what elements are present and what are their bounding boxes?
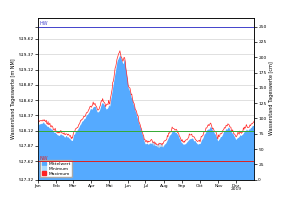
Text: HW: HW bbox=[40, 21, 48, 26]
Text: Rohdaten: Rohdaten bbox=[110, 141, 173, 154]
Text: NW: NW bbox=[40, 156, 48, 161]
Legend: Mittelwert, Minimum, Maximum: Mittelwert, Minimum, Maximum bbox=[40, 160, 72, 177]
Y-axis label: Wasserstand Tageswerte [m NM]: Wasserstand Tageswerte [m NM] bbox=[11, 58, 16, 139]
Y-axis label: Wasserstand Tageswerte [cm]: Wasserstand Tageswerte [cm] bbox=[269, 62, 274, 135]
Text: 2019: 2019 bbox=[231, 187, 242, 191]
